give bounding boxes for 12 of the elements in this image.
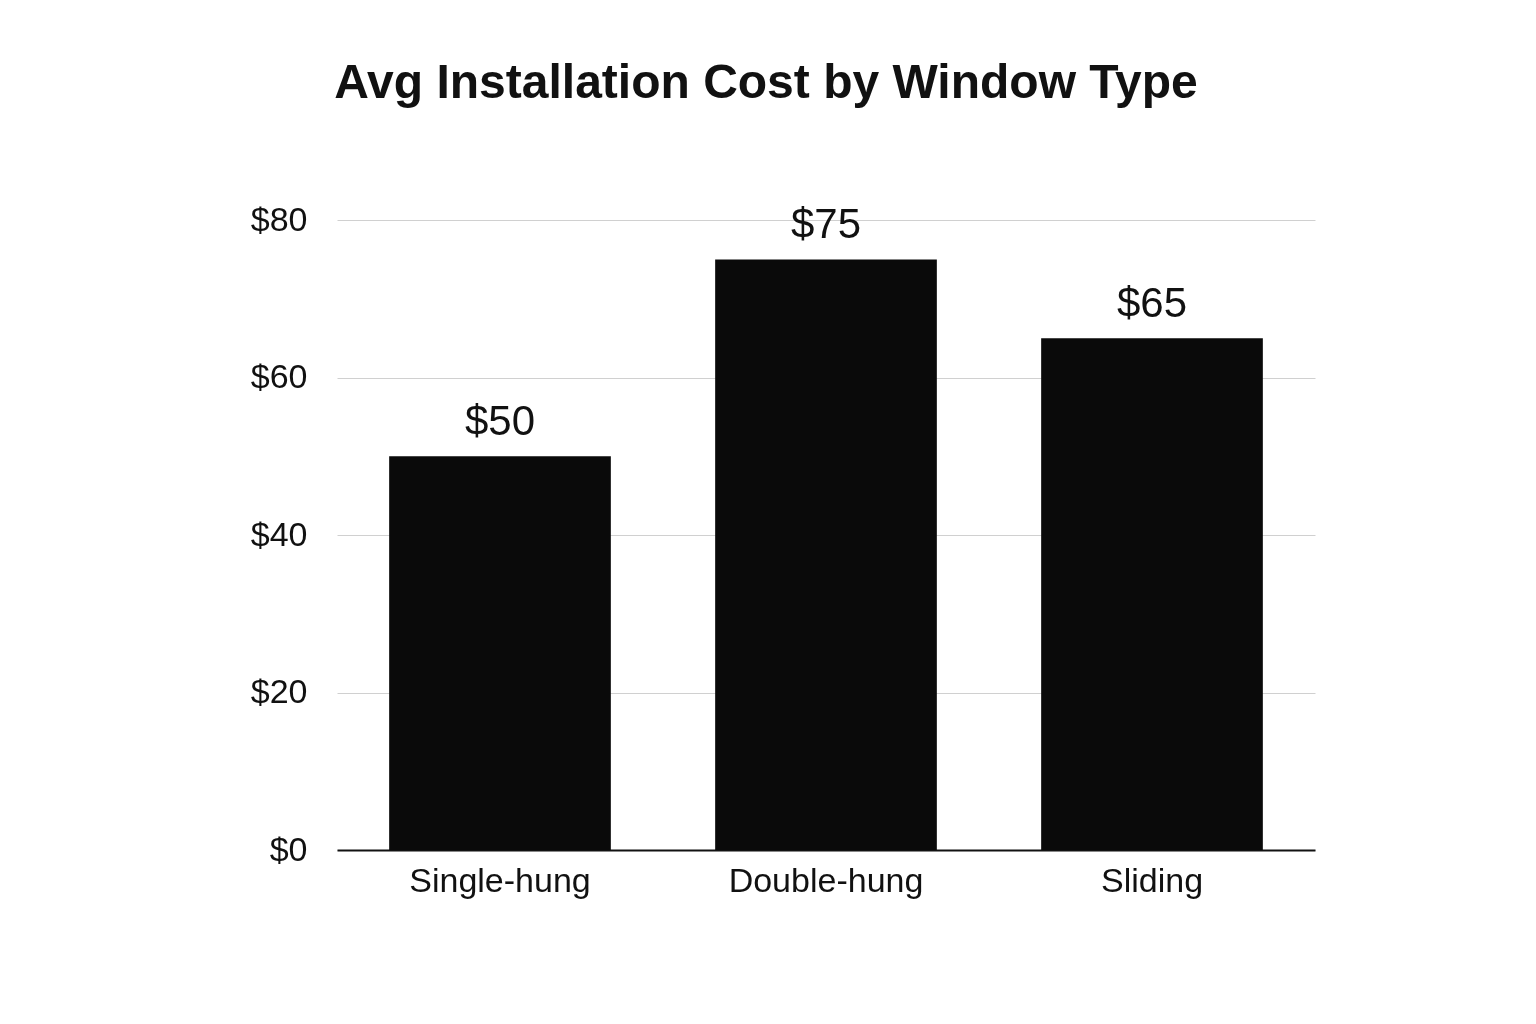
y-tick-label: $60 (250, 357, 308, 395)
x-tick-label: Double-hung (728, 860, 924, 899)
data-label: $75 (790, 200, 862, 248)
data-label: $50 (464, 397, 536, 445)
y-tick-label: $20 (250, 672, 308, 710)
y-tick-label: $40 (250, 514, 308, 553)
x-tick-label: Single-hung (409, 860, 591, 899)
y-tick-label: $0 (269, 829, 308, 868)
chart-title: Avg Installation Cost by Window Type (334, 55, 1198, 108)
data-label: $65 (1116, 279, 1188, 327)
y-tick-label: $80 (250, 199, 308, 238)
x-tick-label: Sliding (1100, 860, 1204, 899)
